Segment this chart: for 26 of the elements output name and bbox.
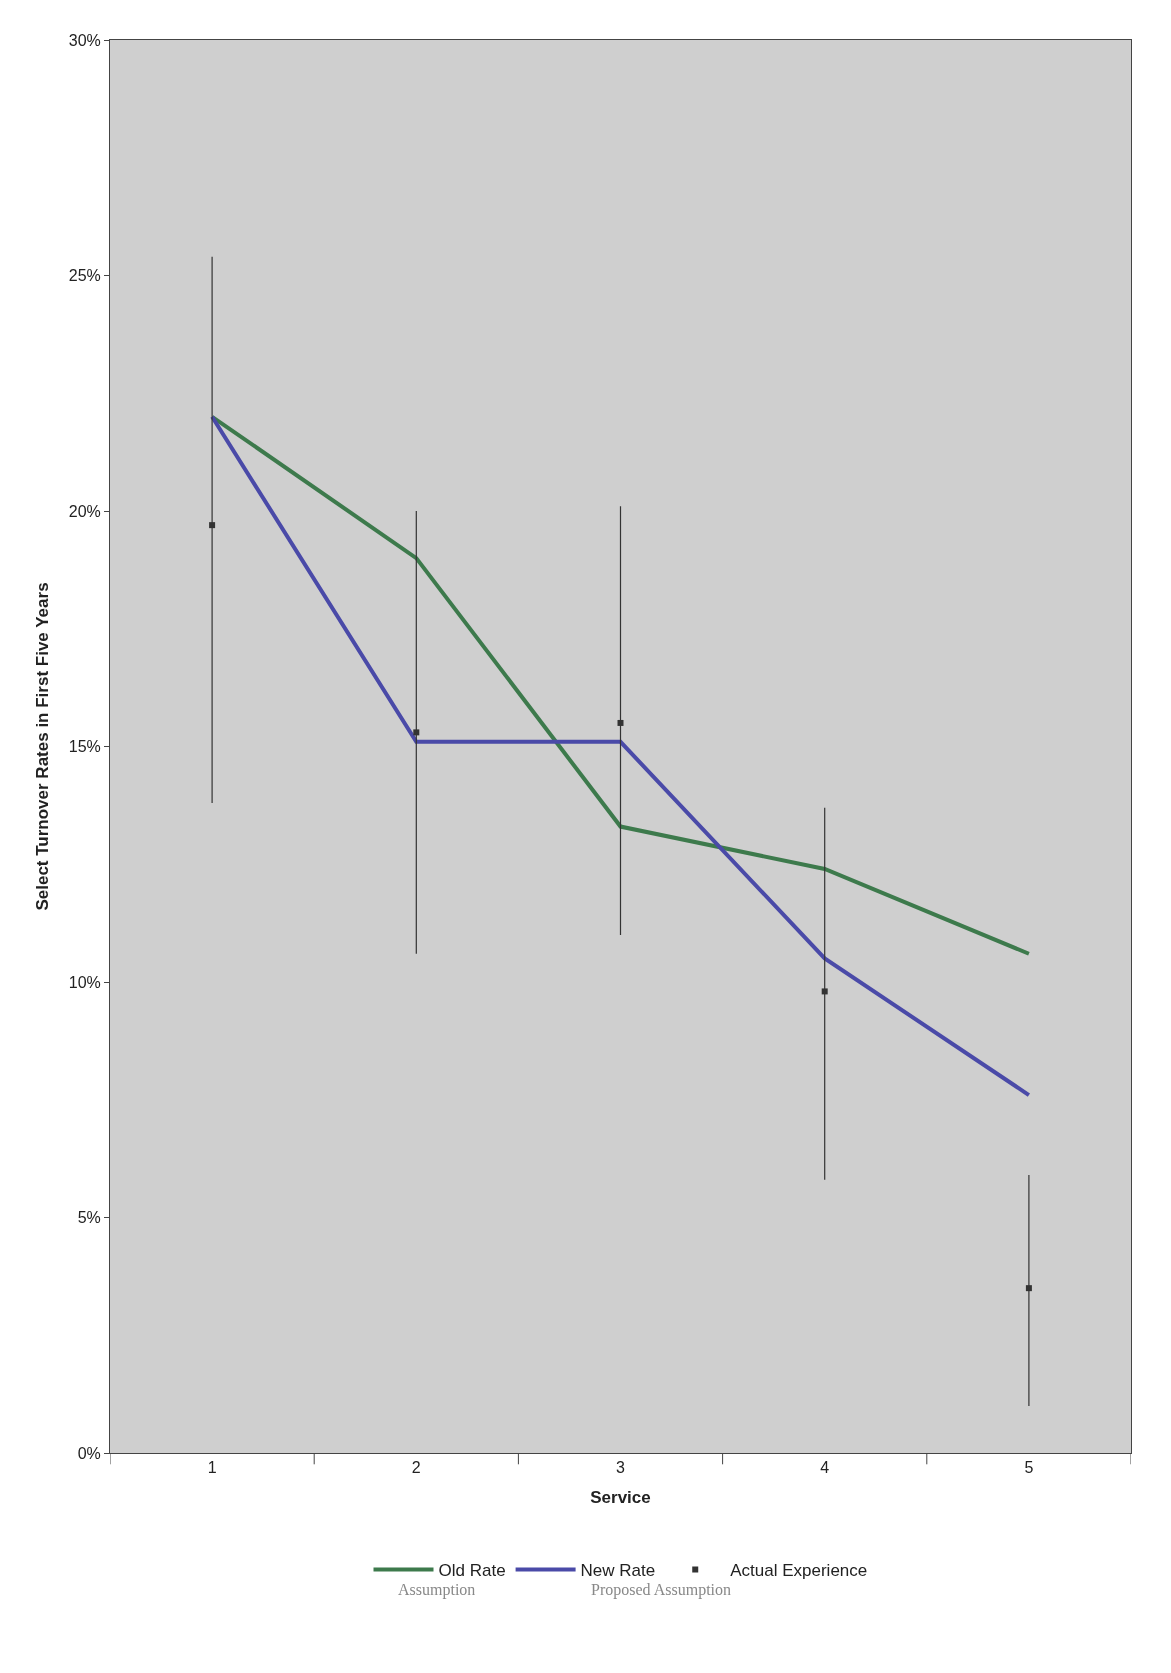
legend-label: Old Rate bbox=[438, 1561, 506, 1581]
x-tick-label: 5 bbox=[1024, 1459, 1034, 1477]
point bbox=[821, 988, 828, 995]
y-tick-label: 5% bbox=[77, 1209, 101, 1227]
text: Proposed Assumption bbox=[591, 1581, 732, 1599]
x-tick-label: 1 bbox=[207, 1459, 217, 1477]
point bbox=[617, 719, 624, 726]
y-tick-label: 15% bbox=[68, 738, 101, 756]
line-series bbox=[210, 414, 1031, 956]
line-series bbox=[210, 414, 1031, 1098]
y-tick-label: 25% bbox=[68, 267, 101, 285]
y-tick-label: 20% bbox=[68, 502, 101, 520]
x-axis-title: Service bbox=[590, 1487, 651, 1507]
y-tick-label: 10% bbox=[68, 973, 101, 991]
point bbox=[1025, 1285, 1032, 1292]
y-tick-label: 0% bbox=[77, 1444, 101, 1462]
legend-label: Actual Experience bbox=[730, 1561, 868, 1581]
legend-label: New Rate bbox=[580, 1561, 656, 1581]
text: Assumption bbox=[398, 1581, 476, 1599]
point bbox=[209, 522, 216, 529]
y-tick-label: 30% bbox=[68, 31, 101, 49]
x-tick-label: 3 bbox=[616, 1459, 626, 1477]
point bbox=[413, 729, 420, 736]
x-tick-label: 4 bbox=[820, 1459, 830, 1477]
x-tick-label: 2 bbox=[411, 1459, 421, 1477]
y-axis-title: Select Turnover Rates in First Five Years bbox=[33, 582, 53, 911]
